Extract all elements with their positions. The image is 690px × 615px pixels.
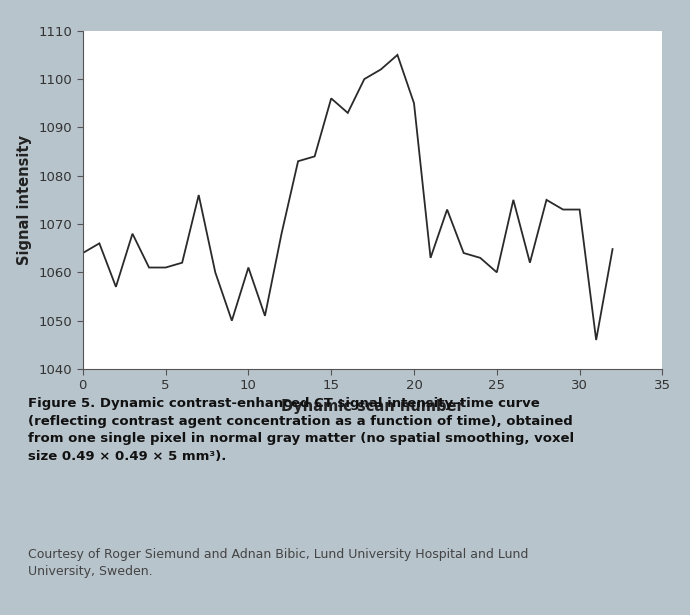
Y-axis label: Signal intensity: Signal intensity bbox=[17, 135, 32, 265]
Text: Figure 5. Dynamic contrast-enhanced CT signal intensity–time curve
(reflecting c: Figure 5. Dynamic contrast-enhanced CT s… bbox=[28, 397, 573, 462]
X-axis label: Dynamic scan number: Dynamic scan number bbox=[282, 399, 464, 415]
Text: Courtesy of Roger Siemund and Adnan Bibic, Lund University Hospital and Lund
Uni: Courtesy of Roger Siemund and Adnan Bibi… bbox=[28, 547, 528, 578]
